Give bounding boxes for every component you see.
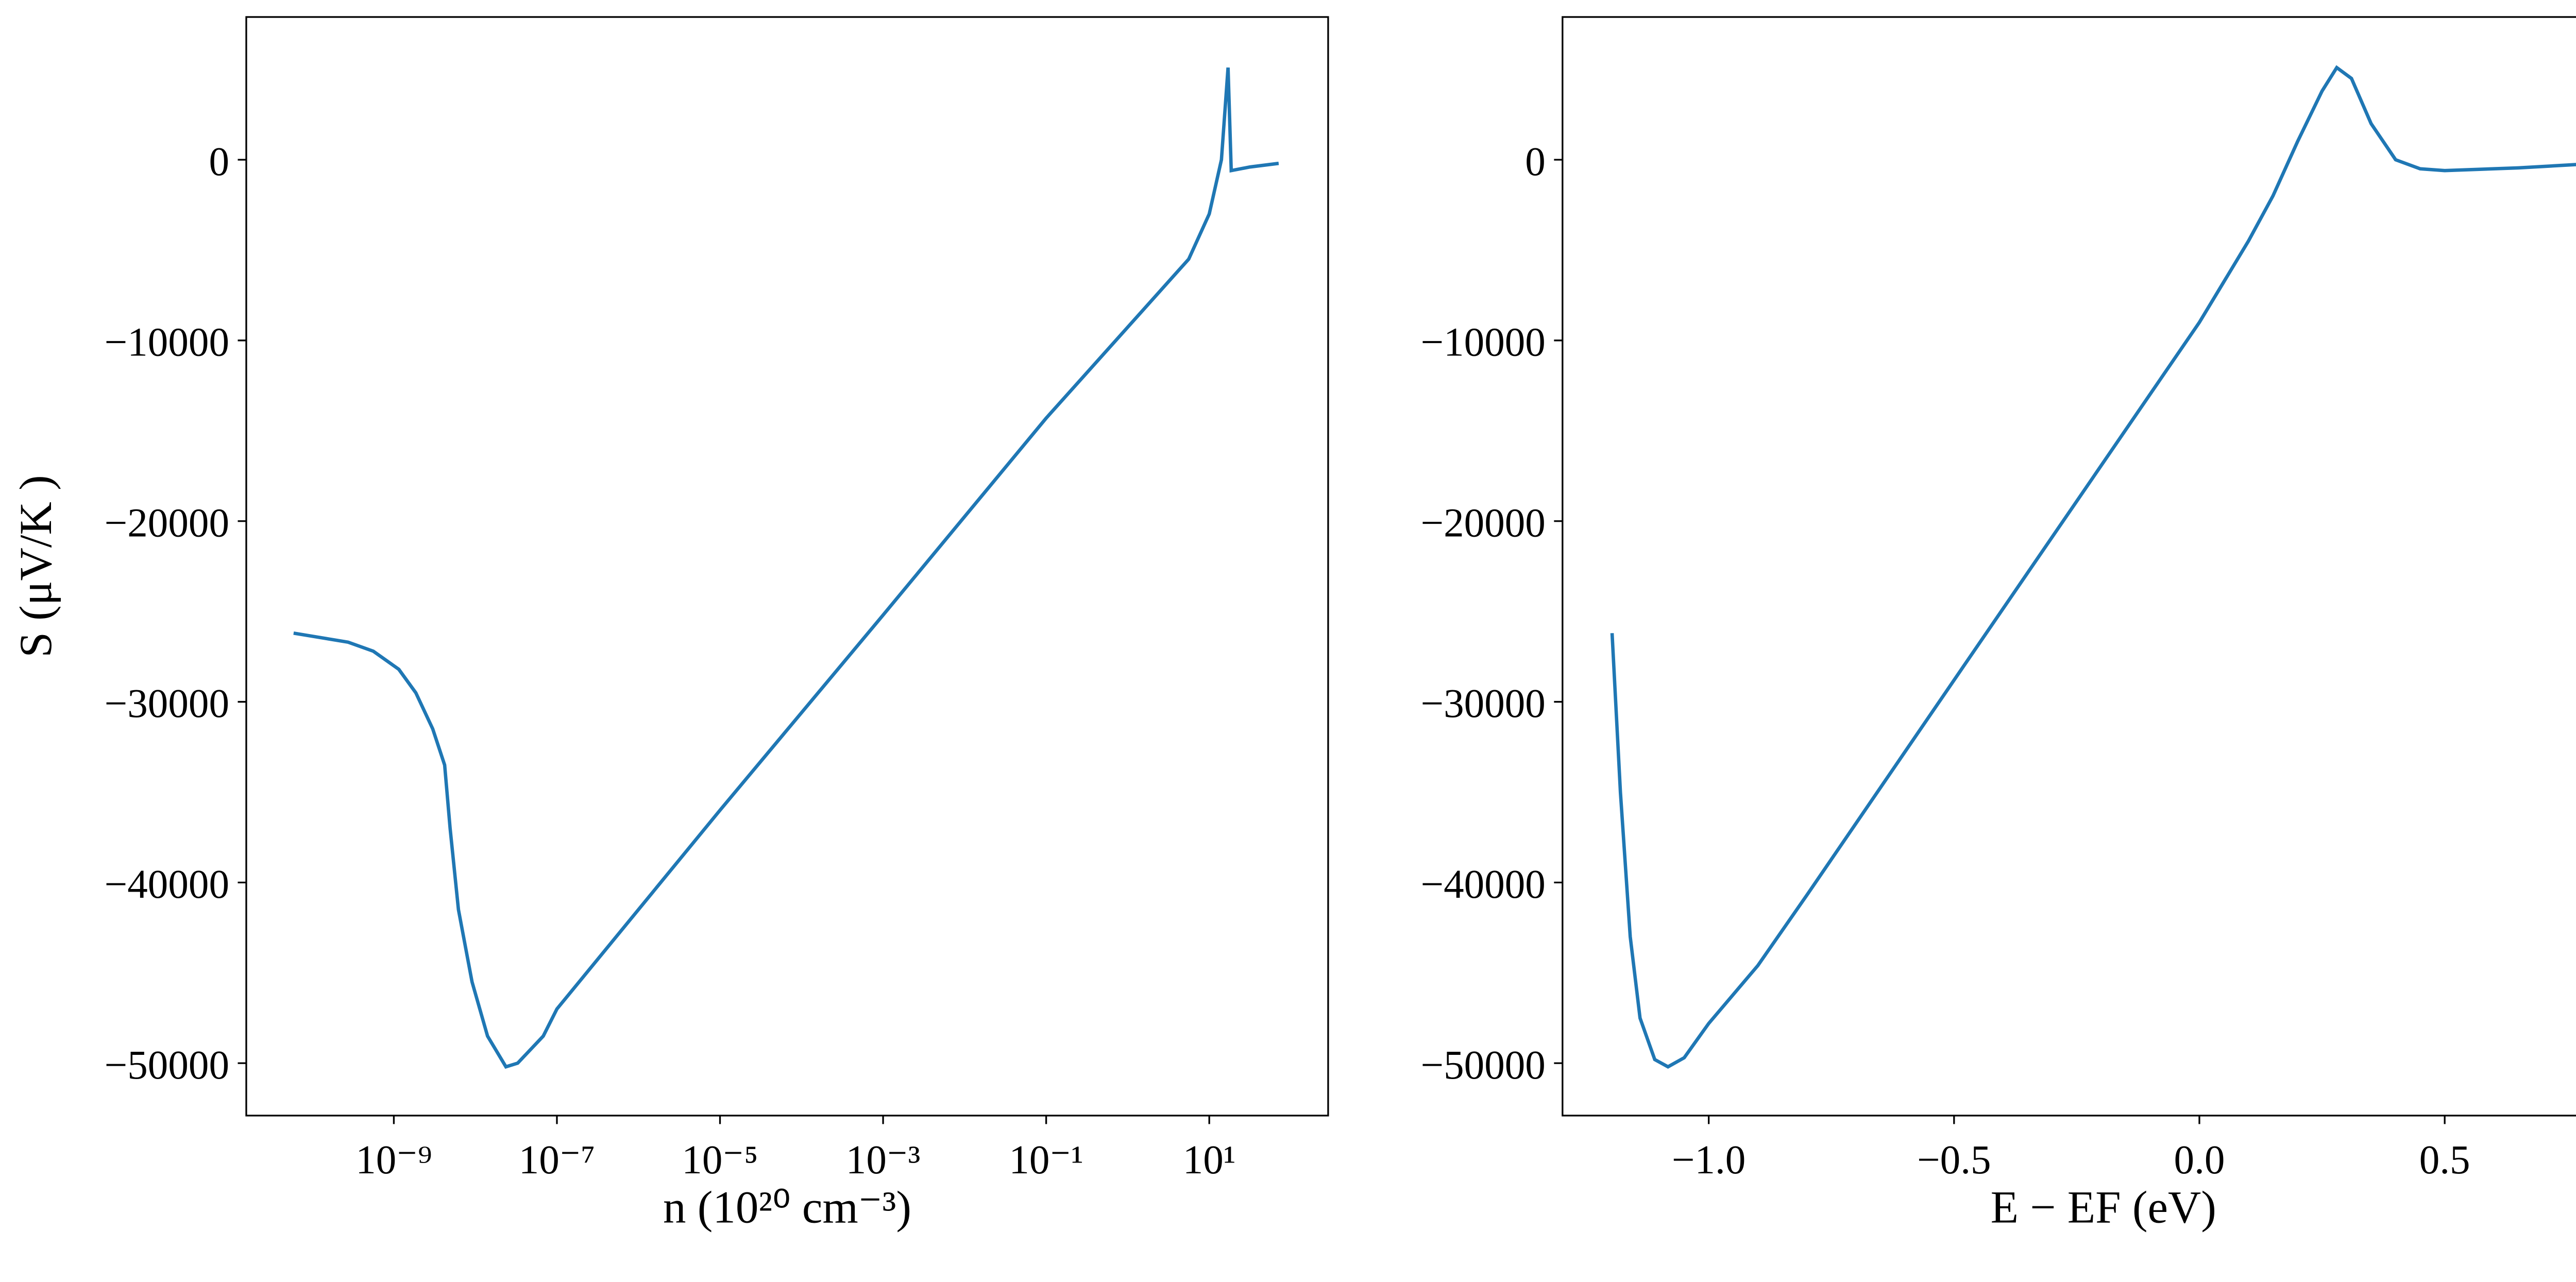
x-tick-label: 10⁻⁷ <box>519 1138 595 1183</box>
x-tick-label: 0.5 <box>2419 1138 2470 1183</box>
x-tick-label: 10⁻⁹ <box>355 1138 432 1183</box>
x-tick-label: 10⁻¹ <box>1009 1138 1083 1183</box>
x-tick-label: −0.5 <box>1917 1138 1991 1183</box>
x-tick-label: −1.0 <box>1672 1138 1746 1183</box>
y-axis-label: S (μV/K ) <box>11 475 61 657</box>
y-tick-label: −10000 <box>105 320 229 365</box>
x-tick-label: 10¹ <box>1183 1138 1236 1183</box>
y-tick-label: 0 <box>1525 140 1546 184</box>
y-tick-label: −10000 <box>1420 320 1545 365</box>
y-tick-label: −50000 <box>105 1043 229 1088</box>
line-series <box>1610 65 2576 1069</box>
x-axis-label: E − EF (eV) <box>1991 1183 2216 1233</box>
y-tick-label: 0 <box>209 140 229 184</box>
y-tick-label: −50000 <box>1420 1043 1545 1088</box>
x-tick-label: 10⁻³ <box>846 1138 921 1183</box>
y-tick-label: −20000 <box>105 501 229 545</box>
x-tick-label: 10⁻⁵ <box>682 1138 758 1183</box>
line-series <box>293 67 1279 1069</box>
plot-frame <box>245 16 1329 1117</box>
y-tick-label: −40000 <box>1420 862 1545 907</box>
y-tick-label: −20000 <box>1420 501 1545 545</box>
x-axis-label: n (10²⁰ cm⁻³) <box>663 1183 911 1233</box>
x-tick-label: 0.0 <box>2174 1138 2225 1183</box>
y-tick-label: −30000 <box>1420 681 1545 726</box>
plot-frame <box>1562 16 2576 1117</box>
y-tick-label: −40000 <box>105 862 229 907</box>
y-tick-label: −30000 <box>105 681 229 726</box>
